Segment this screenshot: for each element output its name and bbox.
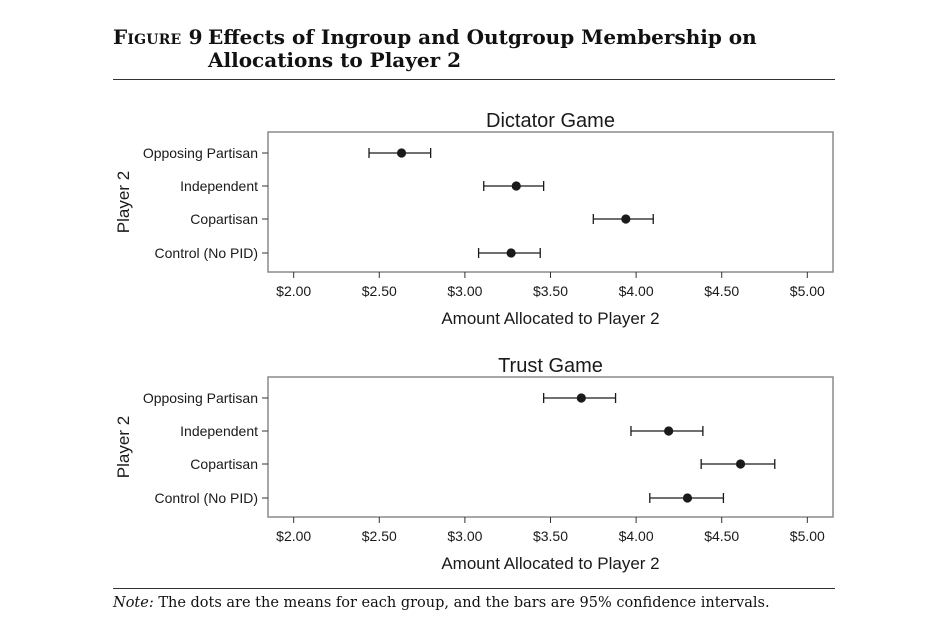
- x-tick-label: $3.00: [447, 528, 482, 544]
- mean-point: [506, 248, 516, 258]
- x-tick-label: $3.00: [447, 283, 482, 299]
- mean-point: [621, 214, 631, 224]
- y-tick-label: Opposing Partisan: [143, 390, 258, 406]
- y-tick-label: Control (No PID): [155, 245, 258, 261]
- y-tick-label: Opposing Partisan: [143, 145, 258, 161]
- mean-point: [396, 148, 407, 158]
- chart-title: Dictator Game: [486, 110, 615, 132]
- chart-title: Trust Game: [498, 355, 603, 377]
- x-axis-label: Amount Allocated to Player 2: [441, 309, 659, 328]
- x-tick-label: $3.50: [533, 283, 568, 299]
- x-tick-label: $4.50: [704, 283, 739, 299]
- mean-point: [576, 393, 586, 403]
- x-tick-label: $4.00: [619, 283, 654, 299]
- y-tick-label: Independent: [180, 423, 258, 439]
- x-tick-label: $2.50: [362, 528, 397, 544]
- note-text: The dots are the means for each group, a…: [158, 595, 770, 611]
- mean-point: [511, 181, 521, 191]
- x-tick-label: $2.00: [276, 283, 311, 299]
- y-tick-label: Copartisan: [190, 211, 258, 227]
- x-tick-label: $5.00: [790, 283, 825, 299]
- figure-note: Note: The dots are the means for each gr…: [113, 595, 770, 611]
- y-axis-label: Player 2: [114, 416, 133, 478]
- x-axis-label: Amount Allocated to Player 2: [441, 554, 659, 573]
- y-axis-label: Player 2: [114, 171, 133, 233]
- mean-point: [735, 459, 746, 469]
- note-label: Note:: [113, 595, 154, 611]
- header-rule: [113, 79, 835, 80]
- x-tick-label: $3.50: [533, 528, 568, 544]
- x-tick-label: $4.00: [619, 528, 654, 544]
- trust-game-chart: Trust Game Opposing Partisan Independent Co…: [114, 355, 834, 573]
- mean-point: [664, 426, 674, 436]
- x-tick-label: $4.50: [704, 528, 739, 544]
- mean-point: [682, 493, 693, 503]
- figure-label: Figure 9: [113, 25, 203, 49]
- x-tick-label: $2.50: [362, 283, 397, 299]
- y-tick-label: Independent: [180, 178, 258, 194]
- figure-title: Effects of Ingroup and Outgroup Membersh…: [208, 25, 757, 72]
- footer-rule: [113, 588, 835, 589]
- dictator-game-chart: Dictator Game Opposing Partisan Independen…: [114, 110, 834, 328]
- y-tick-label: Copartisan: [190, 456, 258, 472]
- x-tick-label: $5.00: [790, 528, 825, 544]
- x-tick-label: $2.00: [276, 528, 311, 544]
- plot-frame: [267, 131, 834, 273]
- y-tick-label: Control (No PID): [155, 490, 258, 506]
